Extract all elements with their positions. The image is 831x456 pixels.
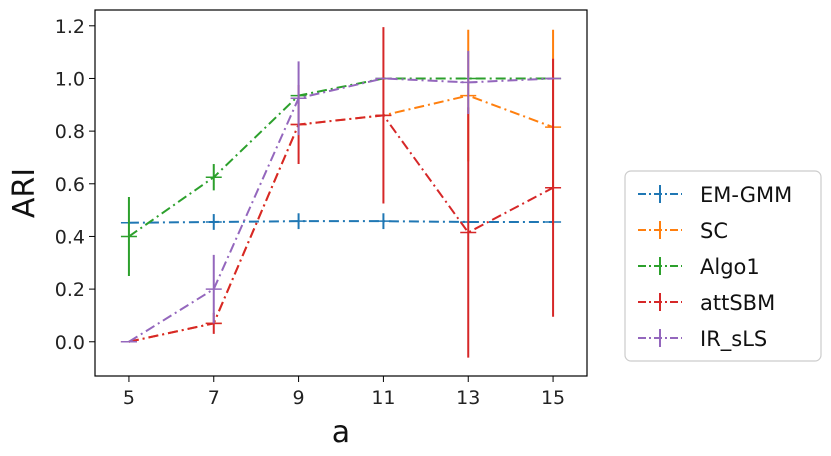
y-axis-title: ARI xyxy=(7,168,42,218)
x-tick-label: 5 xyxy=(123,387,135,409)
series-sc xyxy=(120,29,562,343)
series-line-attsbm xyxy=(128,114,554,343)
series-algo1 xyxy=(120,77,562,276)
x-tick-label: 7 xyxy=(208,387,220,409)
plot-frame xyxy=(94,9,588,377)
series-em-gmm xyxy=(120,213,562,230)
x-axis: 5 7 9 11 13 15 xyxy=(123,376,565,409)
series-line-algo1 xyxy=(128,77,554,238)
x-axis-title: a xyxy=(332,415,350,450)
x-tick-label: 13 xyxy=(456,387,480,409)
legend-frame xyxy=(624,170,822,362)
y-tick-label: 1.2 xyxy=(55,16,85,38)
legend-item-em-gmm: EM-GMM xyxy=(638,183,792,207)
x-tick-label: 11 xyxy=(371,387,395,409)
legend-item-sc: SC xyxy=(638,219,728,243)
legend-label: SC xyxy=(700,219,728,243)
series-attsbm xyxy=(120,27,562,358)
legend-item-ir-sls: IR_sLS xyxy=(638,327,767,352)
legend-label: attSBM xyxy=(700,291,775,315)
legend-item-attsbm: attSBM xyxy=(638,291,775,315)
y-tick-label: 0.8 xyxy=(55,121,85,143)
plot-area xyxy=(120,27,562,358)
y-tick-label: 0.4 xyxy=(55,226,85,248)
series-line-sc xyxy=(128,94,554,343)
legend-label: EM-GMM xyxy=(700,183,792,207)
legend-label: IR_sLS xyxy=(700,327,767,352)
y-axis: 0.0 0.2 0.4 0.6 0.8 1.0 1.2 xyxy=(55,16,95,354)
x-tick-label: 15 xyxy=(541,387,565,409)
x-tick-label: 9 xyxy=(293,387,305,409)
y-tick-label: 1.0 xyxy=(55,68,85,90)
y-tick-label: 0.2 xyxy=(55,279,85,301)
series-ir-sls xyxy=(120,50,562,343)
legend-label: Algo1 xyxy=(700,255,760,279)
y-tick-label: 0.0 xyxy=(55,332,85,354)
legend: EM-GMM SC Algo1 attSBM IR_sLS xyxy=(624,170,822,362)
series-line-ir-sls xyxy=(128,77,554,343)
y-tick-label: 0.6 xyxy=(55,174,85,196)
series-line-em-gmm xyxy=(128,220,554,224)
legend-item-algo1: Algo1 xyxy=(638,255,760,279)
